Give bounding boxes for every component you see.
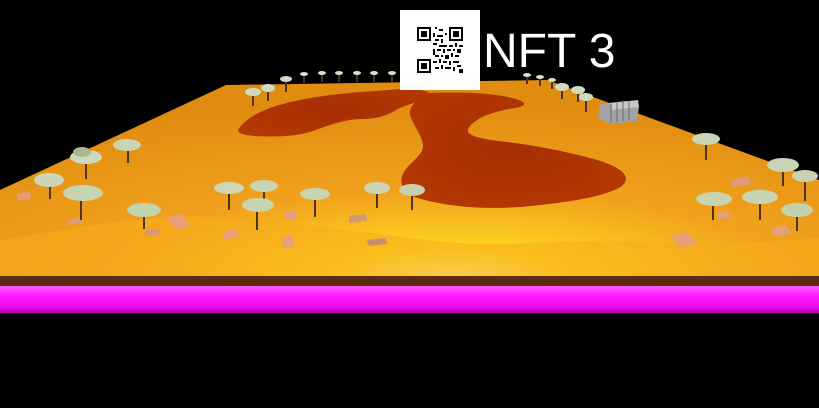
trees-layer xyxy=(34,71,818,231)
rock xyxy=(17,191,31,201)
tree xyxy=(548,78,556,89)
tree xyxy=(523,73,531,84)
tree xyxy=(792,170,818,201)
rock xyxy=(284,210,298,220)
tree xyxy=(245,88,261,106)
rock xyxy=(66,216,83,225)
structure-building xyxy=(598,100,639,124)
tree xyxy=(300,72,308,83)
tree xyxy=(781,203,813,231)
soil-edge xyxy=(0,278,819,287)
rock xyxy=(716,211,731,220)
rocks-layer xyxy=(17,176,792,249)
tree xyxy=(353,71,361,82)
tree xyxy=(63,185,103,220)
rock xyxy=(282,235,294,249)
tree xyxy=(113,139,141,163)
rock xyxy=(349,214,367,223)
magenta-lower-shadow xyxy=(0,309,819,313)
tree xyxy=(280,76,292,92)
tree xyxy=(536,75,544,86)
tree xyxy=(555,83,569,99)
tree xyxy=(242,198,274,230)
rock xyxy=(367,238,387,246)
tree xyxy=(767,158,799,186)
lava-pool-main xyxy=(238,88,432,137)
qr-code-panel[interactable] xyxy=(400,10,480,90)
rock xyxy=(145,229,160,236)
rock xyxy=(671,232,697,248)
tree xyxy=(399,184,425,210)
tree xyxy=(579,93,593,112)
tree xyxy=(214,182,244,210)
rock xyxy=(770,225,792,236)
tree xyxy=(335,71,343,82)
rock xyxy=(222,228,240,240)
qr-code-icon xyxy=(415,25,465,75)
tree xyxy=(742,190,778,220)
tree xyxy=(571,86,585,102)
rock xyxy=(730,176,751,187)
tree xyxy=(318,71,326,82)
tree xyxy=(364,182,390,208)
tree xyxy=(696,192,732,220)
tree xyxy=(692,133,720,160)
tree xyxy=(261,84,275,101)
tree xyxy=(70,147,102,179)
lava-pool-center xyxy=(401,92,626,208)
nft-label: NFT 3 xyxy=(483,25,616,78)
tree xyxy=(370,71,378,82)
terrain-dune-ridge xyxy=(0,216,819,286)
tree xyxy=(300,188,330,217)
tree xyxy=(127,203,161,229)
magenta-base-strip xyxy=(0,286,819,313)
tree xyxy=(388,71,396,82)
rock xyxy=(166,214,190,229)
tree xyxy=(34,173,64,199)
